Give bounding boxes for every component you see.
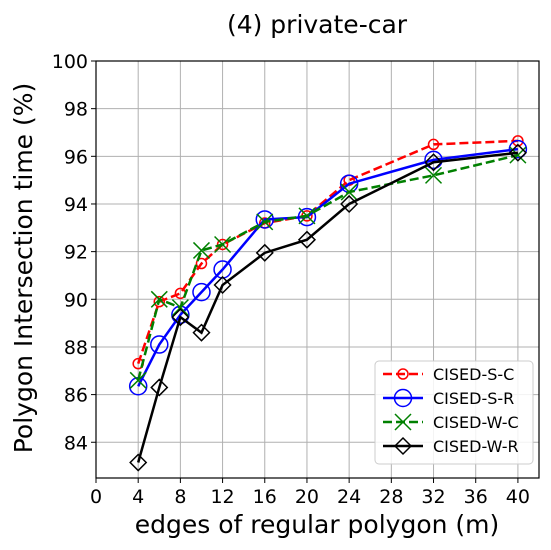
plot-frame [95, 60, 540, 479]
data-point [255, 210, 275, 229]
legend-marker [397, 368, 409, 380]
data-point [171, 308, 190, 327]
y-tick-label: 100 [52, 51, 88, 73]
x-tick-label: 16 [253, 486, 277, 508]
legend-item: CISED-S-R [383, 388, 514, 408]
y-tick-label: 98 [64, 99, 88, 121]
data-point [424, 150, 443, 170]
series-cised-w-c [129, 146, 527, 389]
data-point [150, 335, 169, 354]
y-tick-label: 84 [64, 432, 88, 454]
data-point [171, 299, 189, 317]
data-point [216, 238, 229, 251]
data-point [192, 282, 211, 302]
data-point [340, 194, 359, 214]
data-point [508, 143, 527, 162]
data-point [192, 323, 211, 342]
x-tick-label: 8 [174, 486, 186, 508]
data-point [340, 183, 358, 201]
series-cised-w-r [129, 143, 527, 472]
chart-title: (4) private-car [227, 10, 408, 39]
x-tick-label: 12 [210, 486, 234, 508]
y-tick-label: 92 [64, 242, 88, 264]
axis-ticks: 0 4 8 12 16 20 24 28 32 36 40 84 86 88 90 92 94 96 98 100 [52, 51, 530, 508]
series-layer [128, 135, 528, 472]
y-tick-label: 94 [64, 194, 88, 216]
legend-item: CISED-W-C [383, 413, 519, 432]
y-tick-label: 88 [64, 337, 88, 359]
y-axis-title: Polygon Intersection time (%) [9, 83, 38, 454]
x-tick-label: 20 [295, 486, 319, 508]
y-tick-label: 96 [64, 146, 88, 168]
data-point [150, 290, 168, 308]
legend-label: CISED-W-C [433, 413, 519, 432]
series-cised-s-r [128, 139, 528, 396]
data-point [129, 453, 148, 472]
legend-item: CISED-S-C [383, 365, 514, 384]
x-tick-label: 0 [90, 486, 102, 508]
series-line [136, 151, 519, 463]
data-point [153, 295, 166, 308]
data-point [192, 241, 211, 259]
data-point [255, 243, 274, 262]
legend-box [374, 360, 534, 465]
legend: CISED-S-C CISED-S-R CISED-W-C CISED-W-R [374, 360, 534, 465]
legend-label: CISED-S-C [433, 365, 514, 384]
data-point [213, 275, 232, 295]
x-tick-label: 4 [132, 486, 144, 508]
data-point [195, 257, 208, 270]
data-point [214, 235, 232, 254]
legend-marker [393, 388, 413, 408]
legend-label: CISED-W-R [433, 437, 519, 456]
data-point [298, 207, 316, 225]
data-point [508, 139, 528, 159]
series-cised-s-c [132, 135, 524, 370]
data-point [256, 213, 274, 231]
data-point [424, 166, 443, 184]
series-line [137, 147, 519, 387]
y-tick-label: 90 [64, 289, 88, 311]
x-axis-title: edges of regular polygon (m) [135, 510, 500, 539]
x-tick-label: 36 [464, 486, 488, 508]
x-tick-label: 24 [337, 486, 361, 508]
x-tick-label: 28 [379, 486, 403, 508]
data-point [297, 207, 317, 227]
data-point [150, 378, 169, 397]
data-point [129, 371, 147, 389]
x-tick-label: 32 [421, 486, 445, 508]
data-point [427, 138, 440, 151]
data-point [424, 153, 443, 172]
legend-marker [394, 413, 412, 431]
y-tick-label: 86 [64, 385, 88, 407]
x-tick-label: 40 [506, 486, 530, 508]
legend-marker [393, 436, 413, 456]
data-point [512, 135, 524, 147]
data-point [297, 230, 317, 249]
legend-label: CISED-S-R [433, 389, 514, 408]
legend-item: CISED-W-R [383, 436, 519, 456]
